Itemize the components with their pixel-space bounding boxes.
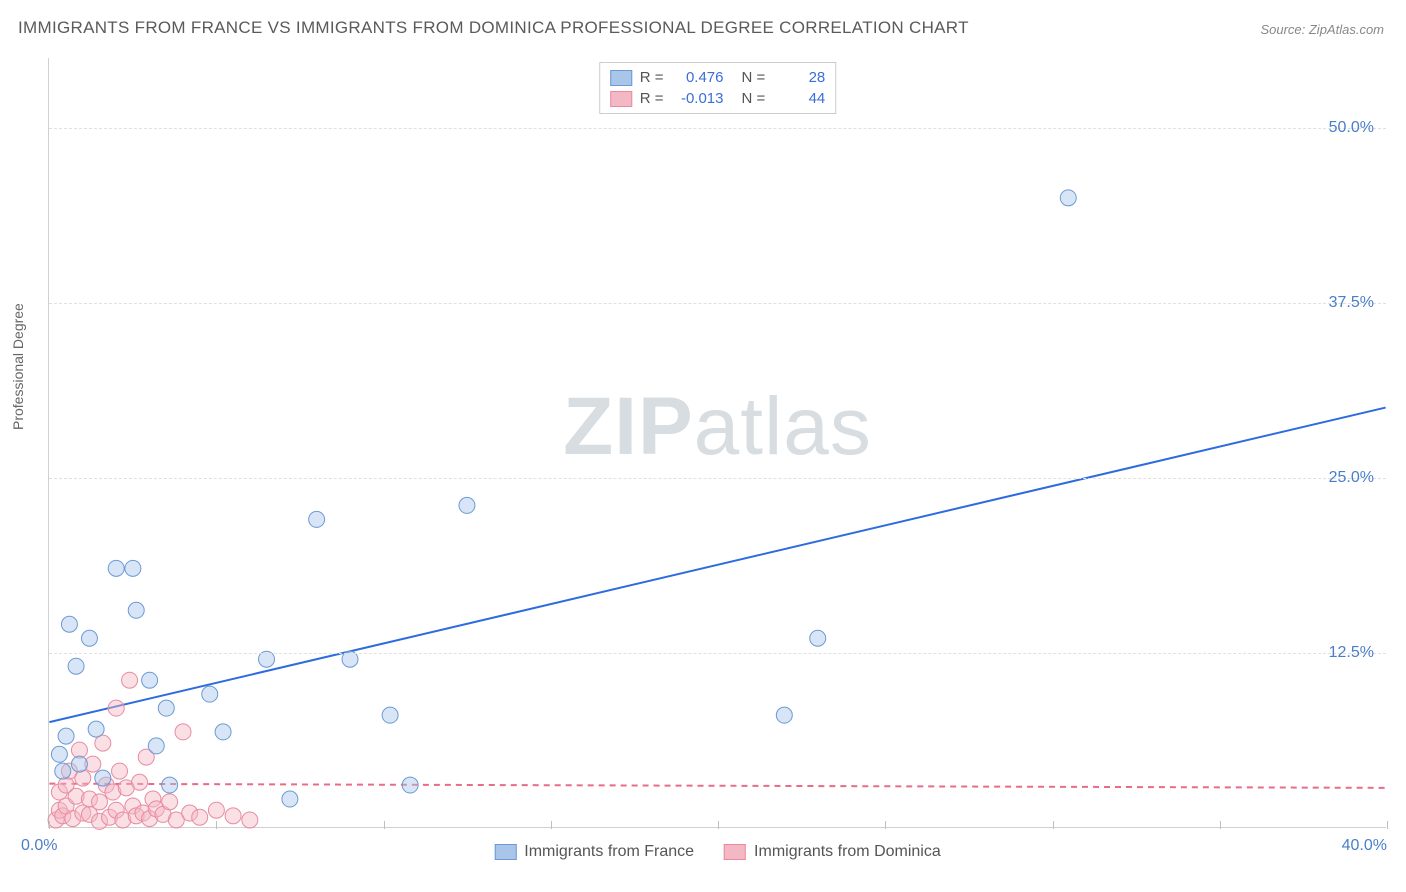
gridline-h [49,128,1386,129]
gridline-h [49,478,1386,479]
x-tick [1387,821,1388,829]
legend-label-dominica: Immigrants from Dominica [754,843,941,861]
data-point [142,672,158,688]
data-point [55,763,71,779]
data-point [148,738,164,754]
data-point [192,809,208,825]
data-point [91,794,107,810]
x-tick [551,821,552,829]
data-point [242,812,258,828]
data-point [776,707,792,723]
x-tick [384,821,385,829]
data-point [1060,190,1076,206]
data-point [158,700,174,716]
data-point [215,724,231,740]
data-point [125,560,141,576]
gridline-h [49,653,1386,654]
data-point [61,616,77,632]
data-point [75,770,91,786]
y-tick-label: 25.0% [1329,469,1374,487]
data-point [202,686,218,702]
data-point [108,700,124,716]
data-point [71,756,87,772]
legend-item-dominica: Immigrants from Dominica [724,843,941,861]
legend-label-france: Immigrants from France [524,843,694,861]
y-axis-label: Professional Degree [10,303,26,430]
data-point [132,774,148,790]
chart-plot-area: ZIPatlas R = 0.476 N = 28 R = -0.013 N =… [48,58,1386,828]
scatter-svg [49,58,1386,827]
data-point [58,728,74,744]
data-point [208,802,224,818]
data-point [810,630,826,646]
gridline-h [49,303,1386,304]
regression-line [49,784,1385,788]
x-tick [1220,821,1221,829]
y-tick-label: 50.0% [1329,119,1374,137]
data-point [402,777,418,793]
data-point [162,777,178,793]
x-tick [1053,821,1054,829]
x-tick [49,821,50,829]
legend-item-france: Immigrants from France [494,843,694,861]
data-point [128,602,144,618]
data-point [162,794,178,810]
swatch-dominica [724,844,746,860]
regression-line [49,408,1385,723]
y-tick-label: 37.5% [1329,294,1374,312]
chart-title: IMMIGRANTS FROM FRANCE VS IMMIGRANTS FRO… [18,18,969,38]
data-point [88,721,104,737]
data-point [122,672,138,688]
source-attribution: Source: ZipAtlas.com [1260,22,1384,37]
swatch-france [494,844,516,860]
data-point [81,630,97,646]
data-point [225,808,241,824]
x-tick-label: 40.0% [1342,837,1387,855]
data-point [108,560,124,576]
data-point [175,724,191,740]
x-tick-label: 0.0% [21,837,57,855]
data-point [459,497,475,513]
data-point [112,763,128,779]
x-tick [885,821,886,829]
data-point [382,707,398,723]
x-tick [718,821,719,829]
data-point [51,746,67,762]
data-point [95,770,111,786]
x-tick [216,821,217,829]
data-point [68,658,84,674]
data-point [309,511,325,527]
y-tick-label: 12.5% [1329,644,1374,662]
series-legend: Immigrants from France Immigrants from D… [494,843,941,861]
data-point [282,791,298,807]
